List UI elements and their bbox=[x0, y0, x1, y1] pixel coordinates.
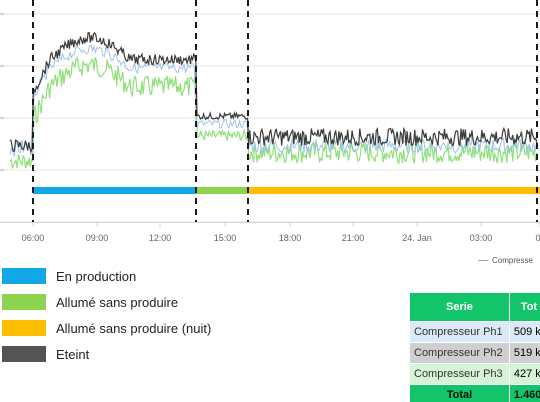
totals-table: Serie Tot Compresseur Ph1 509 k Compress… bbox=[409, 292, 540, 402]
chart-legend-item[interactable]: Compresse bbox=[478, 253, 533, 267]
header-serie[interactable]: Serie bbox=[410, 293, 510, 322]
swatch-production bbox=[2, 268, 46, 284]
series-line-icon bbox=[478, 260, 488, 261]
x-tick-label: 09:00 bbox=[86, 233, 109, 243]
phase-band-production bbox=[33, 187, 196, 194]
cell-series-total: 519 k bbox=[509, 343, 540, 364]
legend-label-idle: Allumé sans produire bbox=[56, 295, 178, 310]
chart-plot-area bbox=[0, 0, 540, 260]
legend-label-off: Eteint bbox=[56, 347, 89, 362]
cell-total-value: 1.460 bbox=[509, 385, 540, 402]
table-row: Compresseur Ph3 427 k bbox=[410, 364, 540, 385]
x-tick-label: 15:00 bbox=[214, 233, 237, 243]
table-total-row: Total 1.460 bbox=[410, 385, 540, 402]
legend-label-production: En production bbox=[56, 269, 136, 284]
swatch-idle-night bbox=[2, 320, 46, 336]
phase-band-idle bbox=[196, 187, 248, 194]
cell-total-label: Total bbox=[410, 385, 510, 402]
series-line-compresseur bbox=[10, 33, 537, 152]
x-tick-label: 03:00 bbox=[470, 233, 493, 243]
x-tick-label: 18:00 bbox=[279, 233, 302, 243]
series-line-green bbox=[10, 58, 538, 169]
energy-chart: 06:00 09:00 12:00 15:00 18:00 21:00 24. Jan 03:… bbox=[0, 0, 540, 260]
table-header-row: Serie Tot bbox=[410, 293, 540, 322]
x-tick-label: 06:00 bbox=[22, 233, 45, 243]
chart-legend-label: Compresse bbox=[492, 256, 533, 265]
x-tick-label: 21:00 bbox=[342, 233, 365, 243]
x-tick-label: 24. Jan bbox=[402, 233, 432, 243]
cell-series-total: 509 k bbox=[509, 322, 540, 343]
legend-item-production: En production bbox=[2, 266, 136, 286]
legend-item-idle-night: Allumé sans produire (nuit) bbox=[2, 318, 211, 338]
swatch-off bbox=[2, 346, 46, 362]
swatch-idle bbox=[2, 294, 46, 310]
cell-series-total: 427 k bbox=[509, 364, 540, 385]
legend-label-idle-night: Allumé sans produire (nuit) bbox=[56, 321, 211, 336]
cell-series-name: Compresseur Ph2 bbox=[410, 343, 510, 364]
x-tick-label: 12:00 bbox=[149, 233, 172, 243]
table-row: Compresseur Ph1 509 k bbox=[410, 322, 540, 343]
legend-item-idle: Allumé sans produire bbox=[2, 292, 178, 312]
legend-item-off: Eteint bbox=[2, 344, 89, 364]
totals-table-container: Serie Tot Compresseur Ph1 509 k Compress… bbox=[409, 292, 540, 402]
cell-series-name: Compresseur Ph1 bbox=[410, 322, 510, 343]
cell-series-name: Compresseur Ph3 bbox=[410, 364, 510, 385]
phase-band-idle-night bbox=[248, 187, 540, 194]
table-row: Compresseur Ph2 519 k bbox=[410, 343, 540, 364]
x-tick-label: 0 bbox=[535, 233, 540, 243]
header-total[interactable]: Tot bbox=[509, 293, 540, 322]
